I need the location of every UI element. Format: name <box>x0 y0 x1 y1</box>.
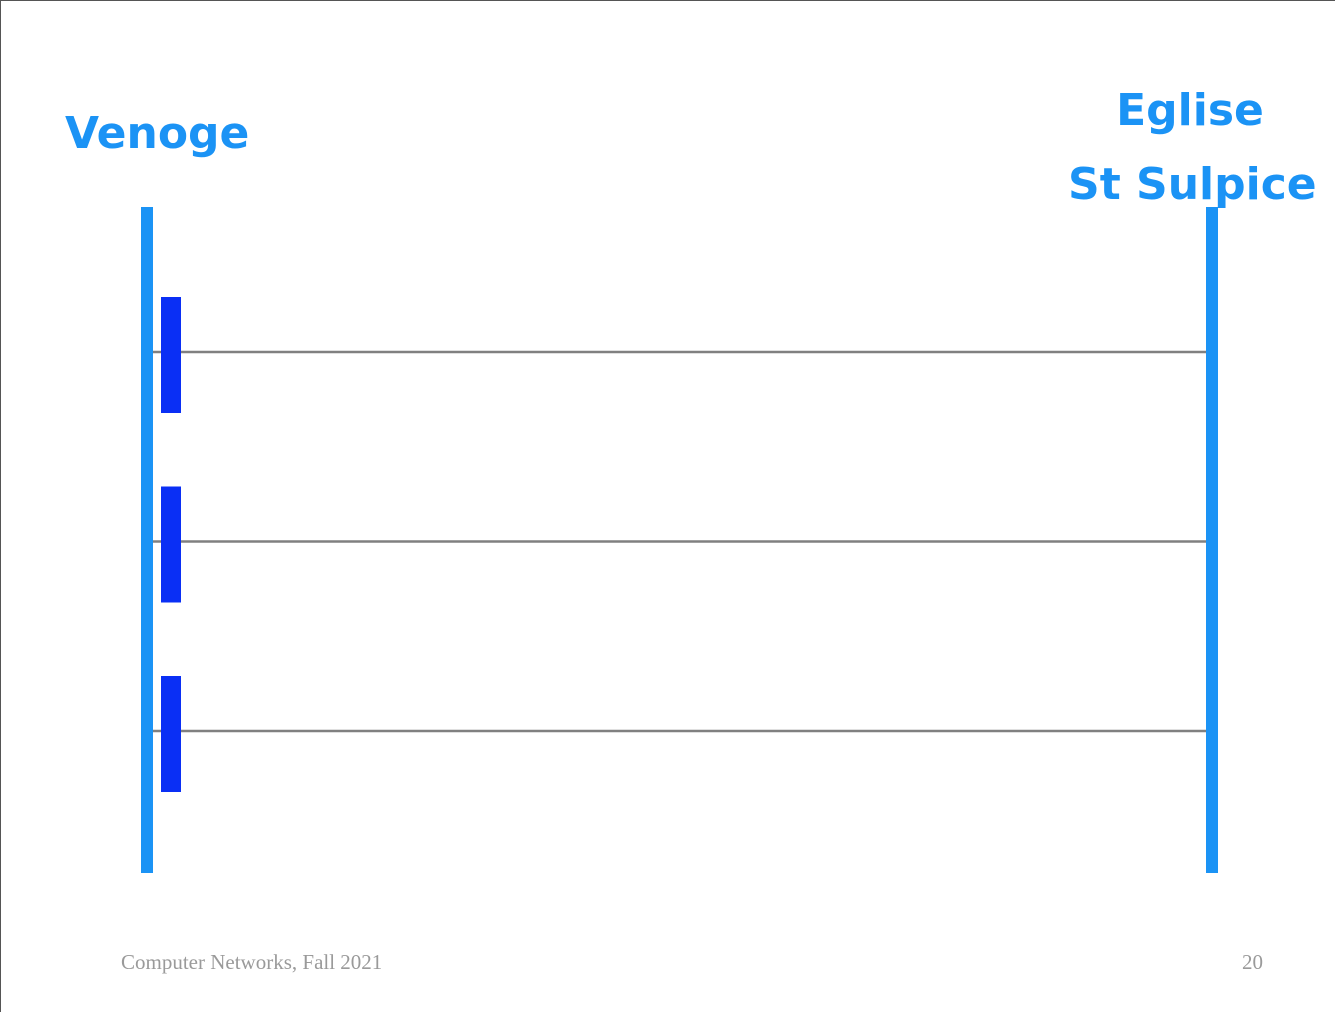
right-lifeline <box>1206 207 1218 873</box>
left-node-label-text: Venoge <box>65 108 250 159</box>
right-node-label: Eglise St Sulpice <box>1068 74 1317 222</box>
right-node-label-line-1: Eglise <box>1116 85 1264 136</box>
left-lifeline <box>141 207 153 873</box>
page-number: 20 <box>1242 950 1263 974</box>
activation-box-1 <box>161 297 181 413</box>
left-node-label: Venoge <box>65 112 249 156</box>
footer-course: Computer Networks, Fall 2021 <box>121 950 383 974</box>
activation-box-3 <box>161 676 181 792</box>
activation-box-2 <box>161 486 181 603</box>
message-group <box>153 297 1206 792</box>
right-node-label-line-2: St Sulpice <box>1068 159 1317 210</box>
